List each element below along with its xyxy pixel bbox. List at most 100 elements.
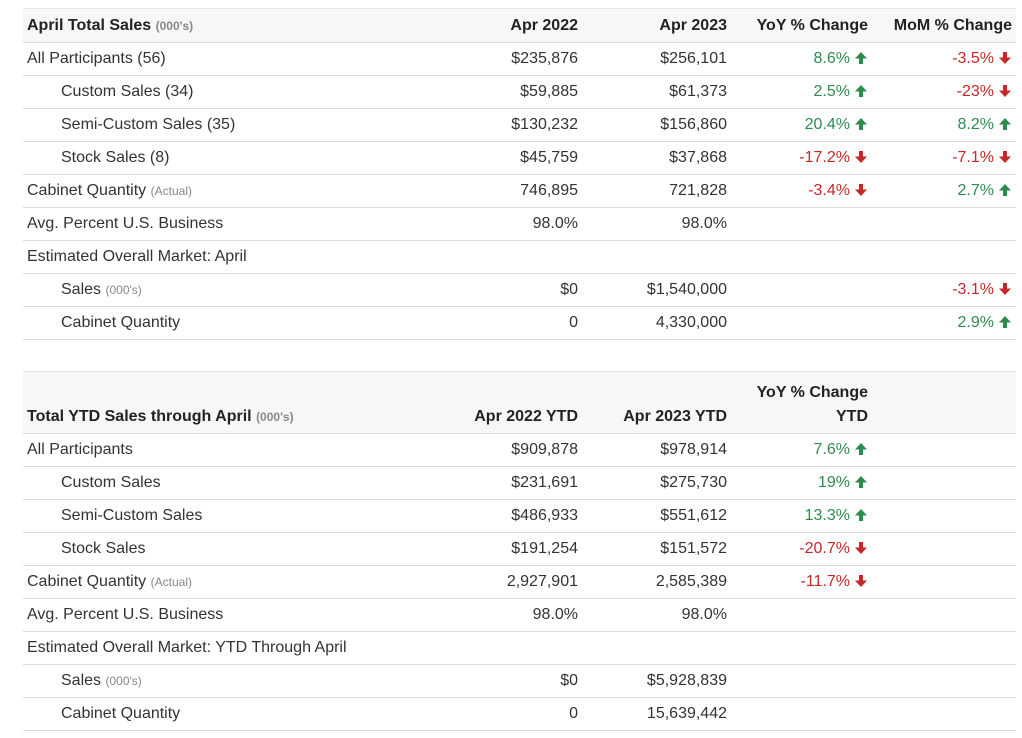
value-current-year: 15,639,442 [582,697,731,731]
table-row: Stock Sales (8) $45,759 $37,868 -17.2% -7.1% [23,141,1016,175]
value-prior-year [434,631,582,665]
arrow-down-icon [854,541,868,555]
arrow-down-icon [998,150,1012,164]
row-label-cell: Avg. Percent U.S. Business [23,207,434,241]
row-label-cell: Cabinet Quantity (Actual) [23,174,434,208]
row-label: Cabinet Quantity [61,705,181,722]
arrow-up-icon [854,508,868,522]
row-label-cell: Stock Sales (8) [23,141,434,175]
change-value: -3.5% [952,50,994,67]
table-row: Estimated Overall Market: YTD Through Ap… [23,631,1016,665]
row-label-cell: Stock Sales [23,532,434,566]
arrow-up-icon [998,315,1012,329]
empty-cell [872,565,1016,599]
table-title: Total YTD Sales through April (000's) [23,371,434,434]
table-row: Stock Sales $191,254 $151,572 -20.7% [23,532,1016,566]
yoy-change-cell: -17.2% [731,141,872,175]
mom-change-cell: -3.1% [872,273,1016,307]
table-header-row: April Total Sales (000's) Apr 2022 Apr 2… [23,8,1016,43]
yoy-change-cell [731,631,872,665]
mom-change-cell: 8.2% [872,108,1016,142]
table-title: April Total Sales (000's) [23,8,434,43]
table-row: Cabinet Quantity (Actual) 746,895 721,828-… [23,174,1016,208]
value-prior-year: 2,927,901 [434,565,582,599]
value-prior-year: $0 [434,664,582,698]
row-label-cell: Sales (000's) [23,273,434,307]
row-label: Avg. Percent U.S. Business [27,606,224,623]
table-row: All Participants $909,878 $978,914 7.6% [23,433,1016,467]
value-current-year [582,240,731,274]
value-prior-year [434,240,582,274]
value-current-year: $978,914 [582,433,731,467]
empty-cell [872,697,1016,731]
arrow-down-icon [854,183,868,197]
table-title-note: (000's) [155,18,194,33]
change-value: 8.6% [813,50,850,67]
row-label-cell: Cabinet Quantity [23,697,434,731]
yoy-change-cell [731,240,872,274]
row-label: Avg. Percent U.S. Business [27,215,224,232]
change-value: 2.7% [957,182,994,199]
row-label-note: (Actual) [150,184,192,198]
change-value: 8.2% [957,116,994,133]
yoy-change-cell [731,664,872,698]
value-current-year: $1,540,000 [582,273,731,307]
arrow-down-icon [998,282,1012,296]
yoy-change-cell [731,697,872,731]
yoy-change-cell: 13.3% [731,499,872,533]
row-label-cell: Semi-Custom Sales (35) [23,108,434,142]
row-label-cell: Estimated Overall Market: YTD Through Ap… [23,631,434,665]
column-header-apr-2022-ytd: Apr 2022 YTD [434,371,582,434]
value-current-year: $275,730 [582,466,731,500]
table-title-note: (000's) [256,410,294,424]
empty-cell [872,532,1016,566]
row-label: All Participants (56) [27,50,166,67]
arrow-down-icon [854,574,868,588]
table-row: Sales (000's) $0 $5,928,839 [23,664,1016,698]
row-label-cell: Custom Sales [23,466,434,500]
change-value: -7.1% [952,149,994,166]
row-label: Custom Sales (34) [61,83,194,100]
column-header-yoy-change-ytd: YoY % Change YTD [731,371,872,434]
value-prior-year: $0 [434,273,582,307]
row-label: Cabinet Quantity [27,573,147,590]
mom-change-cell: 2.7% [872,174,1016,208]
change-value: -23% [956,83,994,100]
row-label-cell: Custom Sales (34) [23,75,434,109]
yoy-change-cell [731,207,872,241]
row-label-cell: Sales (000's) [23,664,434,698]
empty-cell [872,433,1016,467]
value-prior-year: $486,933 [434,499,582,533]
row-label-cell: Cabinet Quantity [23,306,434,340]
mom-change-cell: 2.9% [872,306,1016,340]
arrow-down-icon [854,150,868,164]
column-header-yoy-change: YoY % Change [731,8,872,43]
row-label-note: (000's) [105,674,142,688]
yoy-change-cell: 2.5% [731,75,872,109]
change-value: -11.7% [800,573,850,590]
column-header-apr-2023: Apr 2023 [582,8,731,43]
row-label: All Participants [27,441,133,458]
ytd-sales-table: Total YTD Sales through April (000's) Ap… [23,371,1016,731]
row-label-cell: All Participants [23,433,434,467]
column-header-line: YoY % Change [756,384,868,401]
row-label: Semi-Custom Sales (35) [61,116,236,133]
value-prior-year: $130,232 [434,108,582,142]
change-value: -3.4% [808,182,850,199]
yoy-change-cell: 8.6% [731,42,872,76]
row-label: Cabinet Quantity [27,182,147,199]
value-prior-year: 98.0% [434,598,582,632]
yoy-change-cell [731,598,872,632]
change-value: 2.5% [813,83,850,100]
value-current-year: $61,373 [582,75,731,109]
arrow-up-icon [854,84,868,98]
value-current-year: 98.0% [582,207,731,241]
change-value: -20.7% [799,540,850,557]
row-label-cell: Semi-Custom Sales [23,499,434,533]
yoy-change-cell: -3.4% [731,174,872,208]
arrow-up-icon [998,117,1012,131]
column-header-empty [872,371,1016,434]
value-prior-year: $235,876 [434,42,582,76]
table-row: Cabinet Quantity 0 15,639,442 [23,697,1016,731]
arrow-up-icon [854,442,868,456]
